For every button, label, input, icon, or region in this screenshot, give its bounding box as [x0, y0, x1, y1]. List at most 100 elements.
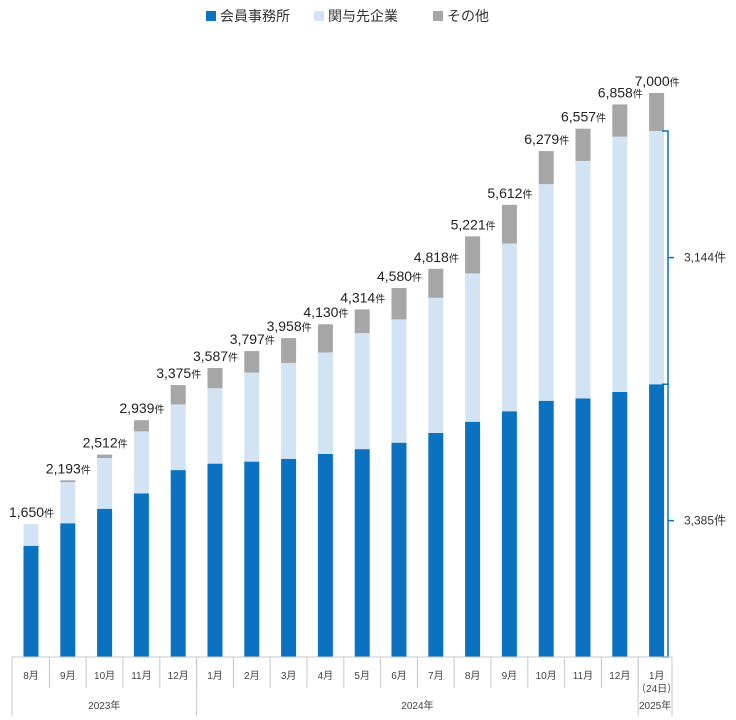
total-value: 3,375 [156, 365, 191, 381]
bar-column [538, 151, 554, 657]
total-label: 6,858件 [598, 84, 643, 100]
month-note: （24日） [636, 683, 677, 695]
month-label: 5月 [354, 670, 370, 682]
bar-segment-3 [575, 128, 591, 161]
bar-segment-3 [465, 236, 481, 274]
bar-segment-1 [465, 421, 481, 657]
legend-entry-2: 関与先企業 [314, 8, 398, 24]
total-value: 3,797 [230, 331, 265, 347]
bar-segment-3 [60, 480, 76, 483]
bar-segment-2 [428, 297, 444, 434]
bar-segment-3 [649, 93, 665, 131]
bar-segment-1 [281, 458, 297, 657]
total-value: 2,939 [119, 400, 154, 416]
month-label: 10月 [94, 670, 115, 682]
bar-column [501, 204, 517, 657]
total-unit: 件 [302, 322, 312, 334]
total-label: 3,587件 [193, 348, 238, 364]
bar-segment-3 [317, 324, 333, 353]
total-value: 4,314 [340, 289, 375, 305]
bar-segment-2 [133, 431, 149, 494]
bar-column [354, 309, 370, 657]
month-label: 11月 [131, 670, 151, 682]
bar-segment-2 [612, 136, 628, 392]
bar-segment-2 [465, 273, 481, 422]
bar-segment-2 [391, 319, 407, 443]
bar-segment-2 [317, 352, 333, 454]
total-label: 1,650件 [9, 504, 54, 520]
bar-segment-2 [60, 482, 76, 524]
legend-swatch [433, 11, 443, 21]
bar-segment-1 [391, 442, 407, 657]
bar-segment-3 [428, 268, 444, 298]
total-value: 7,000 [635, 73, 670, 89]
total-value: 4,818 [414, 249, 449, 265]
bracket-label: 3,385件 [684, 514, 726, 528]
total-unit: 件 [338, 308, 348, 320]
month-label: 8月 [23, 670, 39, 682]
bar-column [575, 128, 591, 657]
bar-segment-1 [428, 433, 444, 657]
legend-label: その他 [447, 8, 489, 24]
bar-column [612, 104, 628, 657]
total-unit: 件 [44, 508, 54, 520]
total-value: 2,512 [83, 435, 118, 451]
total-value: 4,130 [303, 304, 338, 320]
total-value: 3,958 [267, 318, 302, 334]
total-label: 4,580件 [377, 268, 422, 284]
legend-swatch [314, 11, 324, 21]
total-unit: 件 [228, 352, 238, 364]
bar-column [465, 236, 481, 657]
bar-column [317, 324, 333, 657]
bar-segment-1 [501, 411, 517, 657]
total-value: 1,650 [9, 504, 44, 520]
total-unit: 件 [412, 272, 422, 284]
total-label: 4,130件 [303, 304, 348, 320]
month-label: 10月 [536, 670, 557, 682]
bar-column [23, 524, 39, 657]
bar-segment-1 [575, 398, 591, 657]
bar-segment-1 [538, 400, 554, 657]
total-unit: 件 [670, 77, 680, 89]
bar-segment-2 [501, 243, 517, 412]
total-label: 2,512件 [83, 435, 128, 451]
month-label: 6月 [391, 670, 407, 682]
bar-segment-1 [244, 461, 260, 657]
total-unit: 件 [81, 464, 91, 476]
total-unit: 件 [191, 369, 201, 381]
bar-column [133, 420, 149, 657]
bar-segment-2 [281, 362, 297, 459]
bar-segment-1 [354, 449, 370, 657]
total-label: 3,797件 [230, 331, 275, 347]
bar-column [244, 351, 260, 657]
month-label: 12月 [609, 670, 630, 682]
total-label: 2,939件 [119, 400, 164, 416]
bar-segment-3 [97, 454, 113, 458]
bar-segment-3 [244, 351, 260, 373]
bar-group [23, 93, 665, 657]
bar-segment-1 [133, 493, 149, 657]
total-label: 6,279件 [524, 131, 569, 147]
total-unit: 件 [118, 439, 128, 451]
month-label: 2月 [244, 670, 260, 682]
bracket-2: 3,385件 [662, 383, 726, 658]
month-label: 1月 [649, 670, 665, 682]
bar-segment-3 [501, 204, 517, 244]
bar-column [281, 338, 297, 657]
total-value: 6,557 [561, 109, 596, 125]
bar-column [97, 454, 113, 657]
bar-segment-3 [281, 338, 297, 363]
total-unit: 件 [522, 189, 532, 201]
bar-segment-1 [612, 391, 628, 657]
total-value: 2,193 [46, 460, 81, 476]
bar-segment-2 [207, 388, 223, 464]
total-label: 4,314件 [340, 289, 385, 305]
bar-segment-3 [207, 367, 223, 389]
bar-column [207, 367, 223, 657]
total-unit: 件 [633, 88, 643, 100]
month-label: 1月 [207, 670, 223, 682]
year-label: 2024年 [401, 699, 433, 712]
bracket-label: 3,144件 [684, 251, 726, 265]
legend-swatch [206, 11, 216, 21]
